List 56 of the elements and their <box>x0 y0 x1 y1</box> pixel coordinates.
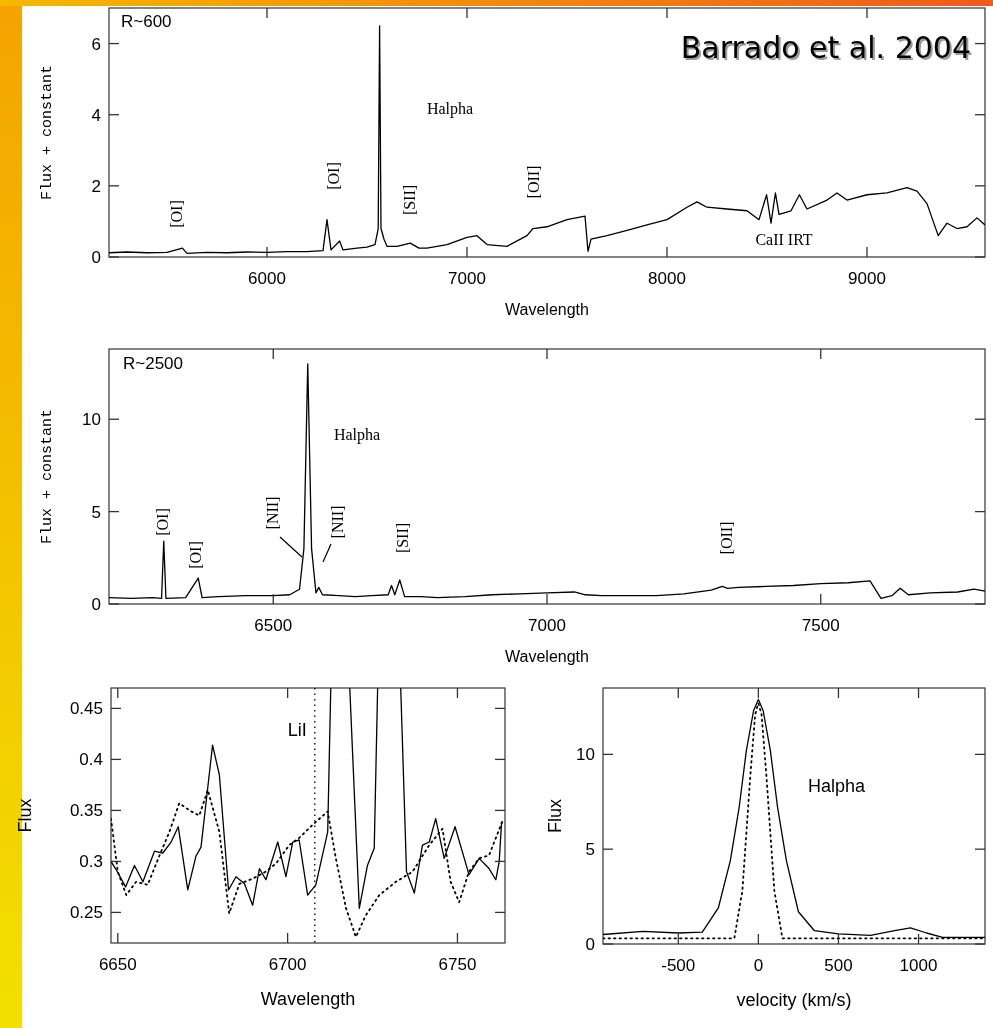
annotation: [NII] <box>264 496 281 530</box>
x-tick-label: 8000 <box>648 269 686 288</box>
annotation: [OI] <box>325 162 342 190</box>
annotation: [OI] <box>187 541 204 569</box>
y-tick-label: 2 <box>91 176 101 196</box>
y-axis-title: Flux <box>15 798 35 833</box>
x-tick-label: 1000 <box>899 956 938 975</box>
annotation: [OI] <box>154 508 171 536</box>
y-tick-label: 4 <box>91 105 101 125</box>
y-tick-label: 0 <box>91 248 101 267</box>
annotation: Halpha <box>808 776 867 796</box>
annotation: CaII IRT <box>755 231 813 248</box>
x-axis-title: Wavelength <box>505 301 589 318</box>
x-tick-label: 6650 <box>98 955 137 974</box>
y-tick-label: 0.35 <box>69 801 103 821</box>
y-axis-title: Flux + constant <box>39 408 56 545</box>
annotation: [OI] <box>168 200 185 228</box>
annotation: Barrado et al. 2004 <box>682 32 973 67</box>
y-tick-label: 0.3 <box>79 852 103 872</box>
x-tick-label: 6750 <box>438 955 477 974</box>
ref-line-label: LiI <box>287 720 307 740</box>
x-axis-title: velocity (km/s) <box>736 990 852 1010</box>
annotation: R~600 <box>121 12 172 31</box>
y-tick-label: 0 <box>91 595 101 614</box>
x-tick-label: 9000 <box>848 269 886 288</box>
line-series <box>109 25 985 255</box>
y-tick-label: 0.4 <box>79 750 103 770</box>
x-tick-label: 7000 <box>528 616 566 635</box>
x-tick-label: 6700 <box>268 955 307 974</box>
annotation: [OII] <box>525 165 542 199</box>
x-tick-label: 500 <box>824 956 853 975</box>
annotation: Halpha <box>333 426 381 444</box>
annotation: [SII] <box>394 522 411 554</box>
y-tick-label: 5 <box>91 502 101 522</box>
x-tick-label: 6500 <box>254 616 293 635</box>
y-axis-title: Flux <box>545 798 565 834</box>
annotation: [OII] <box>718 521 735 555</box>
annotation: [NII] <box>329 505 346 539</box>
y-tick-label: 5 <box>585 840 595 860</box>
annotation: Halpha <box>426 100 474 118</box>
x-tick-label: 6000 <box>248 269 286 288</box>
y-tick-label: 0.45 <box>69 699 103 719</box>
x-axis-title: Wavelength <box>260 989 356 1009</box>
y-tick-label: 0.25 <box>69 903 103 923</box>
x-tick-label: 7500 <box>801 616 840 635</box>
x-axis-title: Wavelength <box>505 648 589 665</box>
y-tick-label: 0 <box>585 935 595 954</box>
y-tick-label: 10 <box>576 745 595 765</box>
y-tick-label: 10 <box>82 410 101 430</box>
annotation: [SII] <box>401 184 418 216</box>
y-tick-label: 6 <box>91 34 101 54</box>
x-tick-label: 7000 <box>448 269 486 288</box>
annotation: R~2500 <box>123 354 184 373</box>
x-tick-label: -500 <box>661 956 696 975</box>
x-tick-label: 0 <box>753 956 764 975</box>
y-axis-title: Flux + constant <box>39 64 56 201</box>
